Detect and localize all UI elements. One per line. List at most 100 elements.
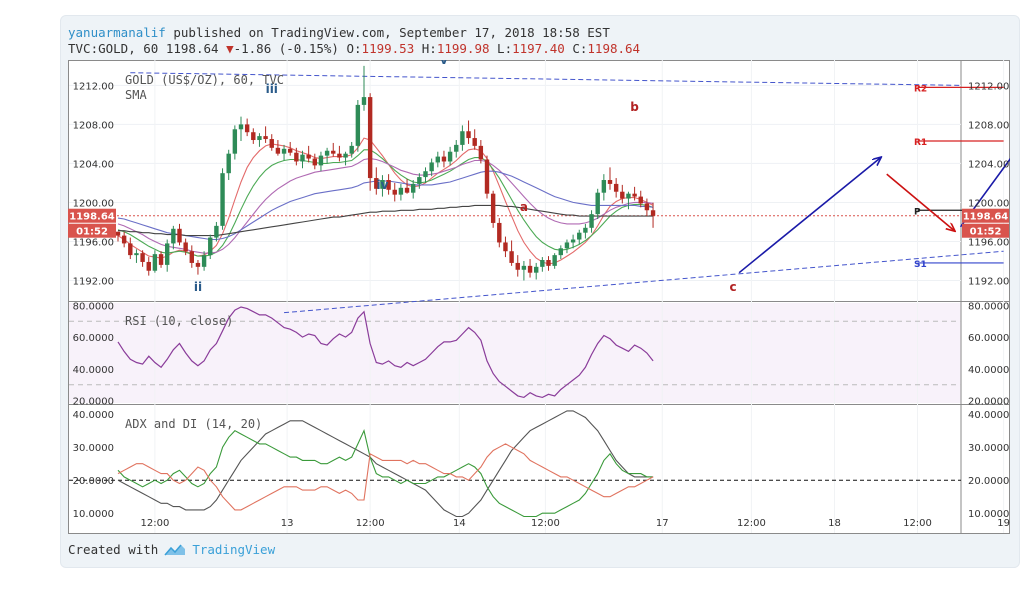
tradingview-brand-link[interactable]: TradingView [192, 542, 276, 557]
candle[interactable] [503, 236, 508, 258]
rsi-line [117, 306, 654, 399]
candle[interactable] [515, 255, 520, 277]
candle[interactable] [441, 150, 447, 168]
candle[interactable] [454, 140, 459, 158]
candle[interactable] [478, 140, 484, 164]
candle[interactable] [263, 126, 268, 143]
candle[interactable] [497, 218, 502, 248]
candle[interactable] [324, 147, 330, 164]
candle[interactable] [367, 93, 373, 191]
candle[interactable] [195, 260, 201, 275]
candle[interactable] [152, 250, 158, 273]
chart-area[interactable]: R2R1PS1iiiiiivvabc 1212.001212.001208.00… [68, 53, 1026, 534]
candle[interactable] [527, 259, 533, 278]
candle[interactable] [601, 174, 607, 201]
candle[interactable] [171, 225, 176, 250]
candle[interactable] [607, 167, 613, 190]
candle[interactable] [361, 65, 367, 111]
candle[interactable] [349, 141, 354, 158]
candle[interactable] [540, 257, 545, 272]
candle[interactable] [552, 253, 557, 269]
candle[interactable] [331, 142, 336, 157]
candle[interactable] [251, 128, 256, 144]
candle[interactable] [214, 221, 219, 242]
candle[interactable] [226, 149, 231, 181]
candle[interactable] [146, 257, 151, 276]
candle[interactable] [404, 179, 410, 194]
candle[interactable] [577, 229, 582, 245]
candle[interactable] [318, 151, 324, 172]
candle[interactable] [626, 191, 631, 210]
candle[interactable] [380, 175, 385, 197]
chart-svg[interactable]: R2R1PS1iiiiiivvabc 1212.001212.001208.00… [68, 53, 1026, 534]
candle[interactable] [534, 262, 539, 280]
candle[interactable] [546, 256, 551, 271]
candle[interactable] [208, 234, 213, 260]
candle[interactable] [306, 145, 311, 163]
candle[interactable] [613, 178, 619, 198]
candle[interactable] [466, 120, 471, 144]
pivot-label-r2: R2 [914, 84, 927, 94]
candle[interactable] [570, 234, 576, 249]
candle[interactable] [257, 133, 262, 147]
candle[interactable] [620, 184, 625, 204]
price-panel[interactable]: R2R1PS1iiiiiivvabc [69, 53, 1026, 314]
candle[interactable] [484, 155, 490, 199]
candle[interactable] [244, 118, 250, 137]
candle[interactable] [300, 150, 305, 169]
author-link[interactable]: yanuarmanalif [68, 25, 166, 40]
candle[interactable] [281, 144, 287, 161]
candle[interactable] [183, 238, 188, 256]
candle[interactable] [429, 158, 434, 177]
rsi-tick-left: 80.0000 [73, 301, 114, 312]
candle[interactable] [417, 173, 422, 189]
candle[interactable] [435, 151, 440, 168]
candle[interactable] [398, 183, 404, 201]
candle[interactable] [638, 190, 643, 208]
candle[interactable] [650, 202, 656, 228]
candle[interactable] [632, 186, 637, 201]
candle[interactable] [355, 100, 361, 152]
candle[interactable] [158, 251, 164, 268]
candle-body [367, 97, 373, 179]
candle[interactable] [337, 145, 342, 162]
candle[interactable] [447, 146, 453, 166]
candle[interactable] [583, 223, 588, 239]
candle[interactable] [238, 116, 244, 141]
candle[interactable] [294, 147, 299, 166]
rsi-panel-title: RSI (10, close) [125, 314, 233, 328]
candle[interactable] [115, 231, 121, 242]
candle[interactable] [189, 245, 194, 268]
candle[interactable] [411, 180, 416, 199]
candle[interactable] [121, 231, 127, 248]
candle[interactable] [509, 240, 514, 266]
candle[interactable] [423, 167, 428, 183]
candle[interactable] [140, 250, 145, 267]
candle[interactable] [177, 223, 182, 246]
candle[interactable] [232, 125, 238, 160]
candle[interactable] [558, 245, 563, 260]
candle[interactable] [343, 151, 348, 166]
candle[interactable] [220, 168, 225, 230]
candle[interactable] [288, 141, 293, 156]
candle[interactable] [201, 251, 207, 271]
candle[interactable] [269, 134, 274, 151]
candle[interactable] [595, 188, 600, 220]
candle[interactable] [472, 129, 477, 150]
candle[interactable] [564, 239, 570, 254]
candle[interactable] [134, 249, 139, 263]
candle[interactable] [275, 140, 281, 156]
candle[interactable] [165, 239, 170, 272]
candle[interactable] [490, 190, 496, 228]
candle[interactable] [644, 198, 650, 217]
rsi-panel[interactable] [69, 306, 961, 399]
candle[interactable] [386, 174, 391, 195]
candle[interactable] [589, 210, 594, 233]
candle[interactable] [374, 167, 379, 195]
candle[interactable] [521, 260, 527, 281]
candle[interactable] [128, 237, 133, 260]
candle[interactable] [392, 182, 397, 202]
candle[interactable] [312, 153, 317, 170]
candle[interactable] [460, 125, 465, 151]
adx-panel[interactable] [69, 410, 961, 518]
